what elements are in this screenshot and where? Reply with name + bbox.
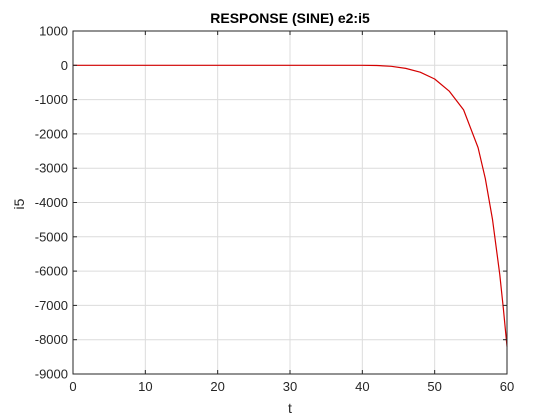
x-tick-labels: 0 10 20 30 40 50 60: [69, 379, 514, 394]
series-layer: [73, 64, 508, 347]
y-axis-label: i5: [11, 198, 27, 209]
y-tick-label: -6000: [35, 264, 68, 279]
plot-border: [72, 30, 508, 375]
y-tick-label: -4000: [35, 195, 68, 210]
y-tick-label: 1000: [39, 24, 68, 39]
chart-title: RESPONSE (SINE) e2:i5: [210, 10, 370, 26]
y-tick-label: -5000: [35, 229, 68, 244]
x-axis-label: t: [288, 400, 292, 416]
y-tick-labels: 1000 0 -1000 -2000 -3000 -4000 -5000 -6000 -7000…: [35, 24, 68, 382]
y-tick-label: 0: [61, 58, 68, 73]
x-tick-label: 20: [210, 379, 224, 394]
y-tick-label: -9000: [35, 367, 68, 382]
x-tick-label: 30: [283, 379, 297, 394]
x-tick-label: 10: [138, 379, 152, 394]
y-tick-label: -2000: [35, 126, 68, 141]
y-tick-label: -8000: [35, 332, 68, 347]
y-tick-label: -1000: [35, 92, 68, 107]
tick-marks: [72, 30, 508, 375]
y-tick-label: -3000: [35, 161, 68, 176]
series-line: [73, 64, 508, 347]
x-tick-label: 40: [355, 379, 369, 394]
x-tick-label: 0: [69, 379, 76, 394]
x-tick-label: 60: [500, 379, 514, 394]
y-tick-label: -7000: [35, 298, 68, 313]
x-tick-label: 50: [427, 379, 441, 394]
